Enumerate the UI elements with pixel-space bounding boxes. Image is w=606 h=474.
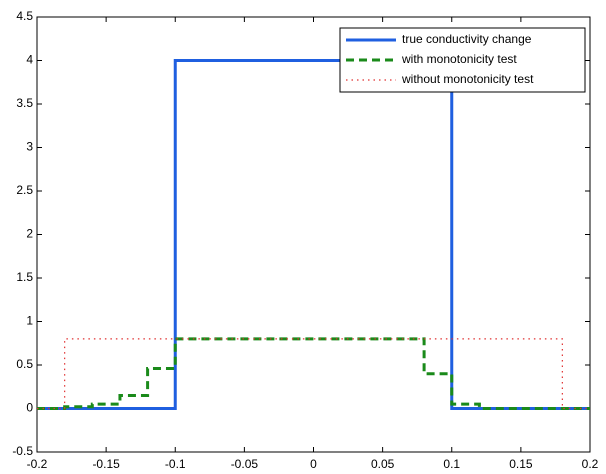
x-tick-label: 0.2 — [582, 457, 599, 471]
series-line — [37, 59, 590, 410]
series-line — [37, 338, 590, 410]
x-tick-label: -0.15 — [92, 457, 120, 471]
legend-label: with monotonicity test — [401, 52, 517, 66]
x-tick-label: 0.05 — [371, 457, 395, 471]
x-tick-label: 0.1 — [443, 457, 460, 471]
x-tick-label: -0.1 — [165, 457, 186, 471]
x-tick-label: -0.05 — [231, 457, 259, 471]
x-tick-label: 0 — [310, 457, 317, 471]
y-tick-label: 3 — [26, 140, 33, 154]
y-tick-label: 2.5 — [16, 183, 33, 197]
y-tick-label: -0.5 — [12, 444, 33, 458]
y-tick-label: 4 — [26, 53, 33, 67]
y-tick-label: 2 — [26, 227, 33, 241]
x-tick-label: -0.2 — [27, 457, 48, 471]
y-tick-label: 3.5 — [16, 96, 33, 110]
y-tick-label: 4.5 — [16, 9, 33, 23]
y-tick-label: 1.5 — [16, 270, 33, 284]
y-tick-label: 1 — [26, 314, 33, 328]
y-tick-label: 0 — [26, 401, 33, 415]
legend-label: true conductivity change — [402, 32, 532, 46]
series-line — [37, 337, 590, 410]
y-tick-label: 0.5 — [16, 357, 33, 371]
x-tick-label: 0.15 — [509, 457, 533, 471]
legend-label: without monotonicity test — [401, 72, 534, 86]
